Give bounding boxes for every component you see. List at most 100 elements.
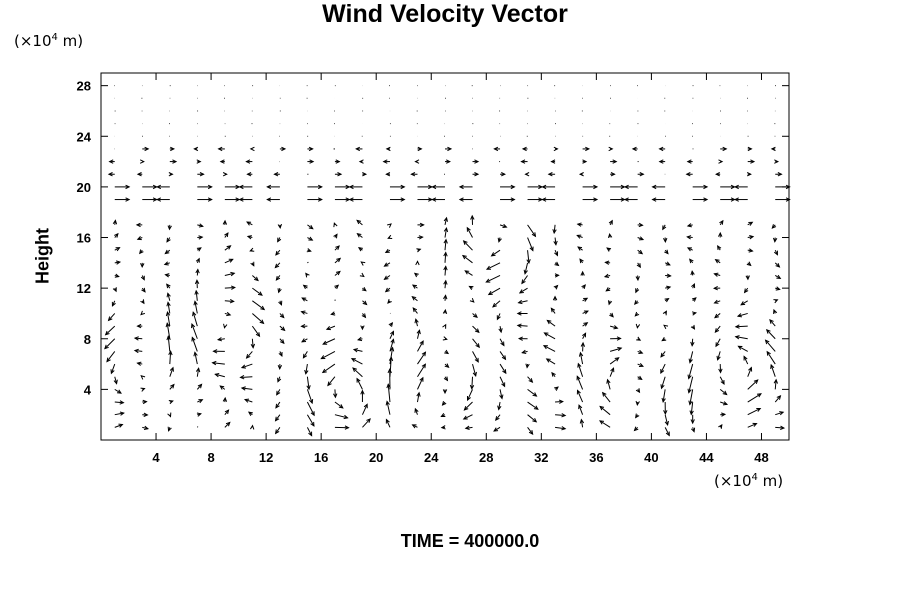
wind-arrow — [470, 214, 475, 225]
wind-arrow — [692, 184, 709, 190]
wind-arrow — [773, 249, 778, 256]
wind-arrow — [214, 372, 225, 378]
wind-arrow — [246, 172, 253, 177]
wind-arrow — [582, 159, 588, 164]
wind-arrow — [136, 172, 143, 177]
wind-arrow — [555, 426, 567, 431]
wind-arrow — [582, 310, 589, 315]
wind-arrow — [196, 426, 199, 428]
wind-arrow — [415, 260, 420, 266]
wind-arrow — [136, 323, 143, 329]
wind-arrow — [197, 184, 213, 190]
time-label: TIME = 400000.0 — [400, 531, 540, 551]
wind-arrow — [662, 310, 667, 316]
wind-arrow — [499, 389, 504, 400]
wind-arrow — [224, 197, 241, 202]
wind-arrow — [360, 261, 366, 266]
wind-arrow — [431, 197, 445, 202]
wind-arrow — [167, 426, 172, 432]
wind-arrow — [140, 299, 145, 305]
wind-arrow — [747, 221, 754, 226]
wind-arrow — [240, 386, 253, 391]
wind-arrow — [691, 297, 697, 302]
wind-arrow — [441, 401, 447, 406]
wind-arrow — [193, 146, 199, 152]
wind-arrow — [107, 313, 116, 322]
wind-arrow — [663, 324, 669, 330]
x-tick-label: 32 — [534, 450, 548, 465]
wind-arrow — [112, 219, 118, 225]
wind-arrow — [718, 423, 723, 429]
wind-arrow — [527, 184, 544, 190]
wind-arrow — [517, 299, 528, 305]
wind-arrow — [302, 351, 308, 359]
wind-arrow — [685, 172, 693, 177]
wind-arrow — [550, 159, 556, 164]
wind-arrow — [765, 328, 776, 340]
wind-arrow — [443, 238, 448, 251]
wind-arrow — [577, 246, 583, 251]
wind-arrow — [527, 401, 539, 410]
wind-arrow — [356, 219, 363, 226]
wind-arrow — [691, 311, 698, 316]
wind-arrow — [553, 237, 558, 246]
wind-arrow — [660, 351, 666, 358]
wind-arrow — [246, 221, 253, 226]
wind-arrow — [334, 197, 351, 202]
wind-arrow — [555, 413, 567, 418]
wind-arrow — [279, 146, 287, 152]
wind-arrow — [417, 197, 434, 202]
wind-arrow — [545, 358, 556, 365]
wind-arrow — [466, 389, 473, 402]
wind-arrow — [714, 313, 721, 319]
wind-arrow — [166, 292, 171, 301]
wind-arrow — [578, 351, 584, 365]
wind-arrow — [637, 222, 644, 228]
wind-arrow — [772, 237, 778, 243]
wind-arrow — [458, 184, 473, 190]
wind-arrow — [385, 172, 391, 177]
wind-arrow — [747, 422, 758, 428]
wind-arrow — [554, 261, 560, 267]
wind-arrow — [720, 412, 727, 417]
wind-arrow — [307, 236, 314, 241]
wind-arrow — [601, 391, 611, 403]
wind-arrow — [325, 325, 336, 331]
wind-arrow — [197, 172, 205, 177]
wind-arrow — [197, 223, 204, 228]
wind-arrow — [139, 159, 145, 164]
wind-arrow — [651, 197, 666, 202]
wind-arrow — [417, 363, 426, 377]
wind-arrow — [769, 318, 776, 327]
wind-arrow — [165, 322, 171, 339]
wind-arrow — [623, 197, 638, 202]
wind-arrow — [690, 414, 695, 425]
wind-arrow — [443, 251, 448, 263]
x-axis-unit: (×104 m) — [714, 472, 784, 490]
wind-arrow — [196, 159, 202, 164]
wind-arrow — [689, 258, 694, 264]
vector-field — [104, 85, 791, 437]
wind-arrow — [274, 427, 281, 435]
wind-arrow — [609, 325, 619, 330]
wind-arrow — [417, 351, 427, 365]
wind-arrow — [472, 351, 479, 363]
wind-arrow — [516, 311, 528, 316]
wind-arrow — [553, 146, 559, 152]
wind-arrow — [493, 146, 501, 152]
wind-arrow — [388, 321, 394, 327]
wind-arrow — [610, 197, 626, 202]
wind-arrow — [775, 172, 783, 177]
wind-arrow — [417, 184, 434, 190]
wind-arrow — [495, 414, 501, 421]
wind-arrow — [362, 172, 368, 177]
wind-arrow — [775, 184, 791, 190]
wind-arrow — [637, 236, 645, 241]
wind-arrow — [442, 308, 448, 315]
wind-arrow — [686, 235, 693, 240]
y-axis-unit: (×104 m) — [14, 32, 84, 50]
wind-arrow — [518, 287, 528, 294]
wind-arrow — [360, 325, 365, 331]
wind-arrow — [245, 159, 253, 164]
wind-arrow — [224, 271, 236, 277]
